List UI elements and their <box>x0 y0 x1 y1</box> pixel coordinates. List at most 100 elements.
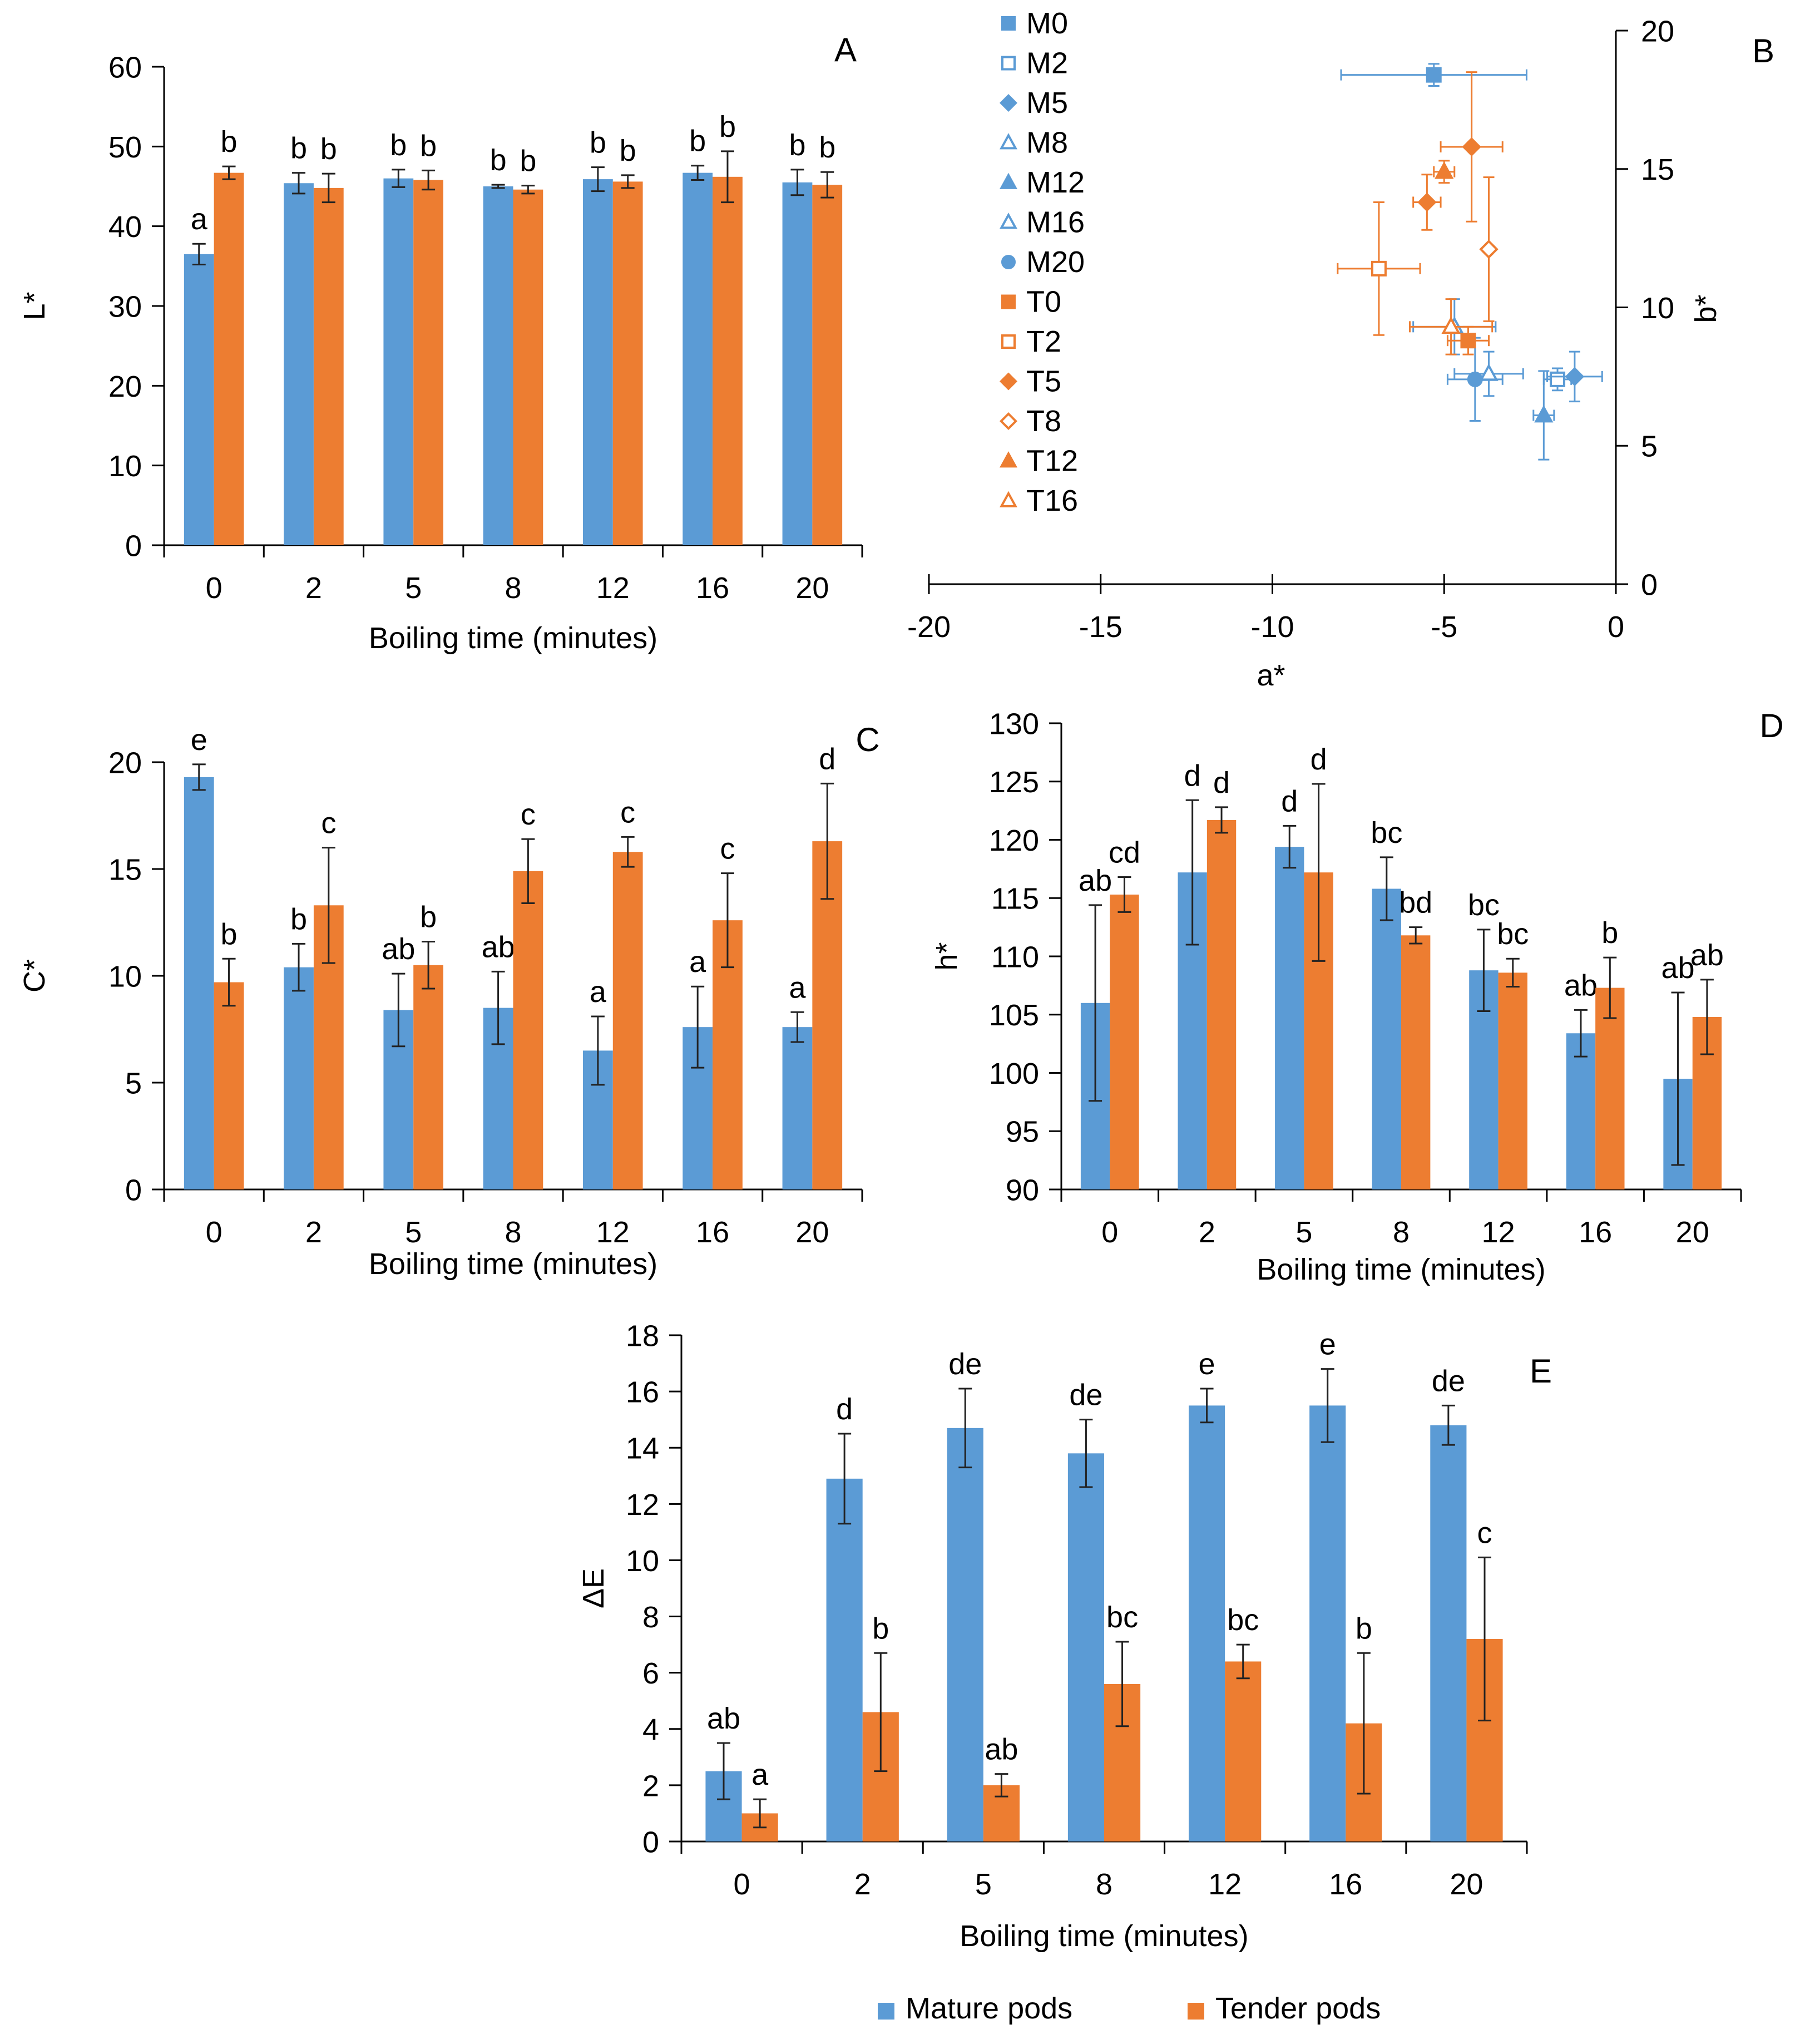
significance-label: c <box>321 807 336 840</box>
significance-label: b <box>620 134 636 167</box>
significance-label: c <box>521 798 536 831</box>
legend-label-t16: T16 <box>1026 484 1078 517</box>
significance-label: bc <box>1371 816 1402 850</box>
legend-label-m20: M20 <box>1026 245 1085 279</box>
legend-swatch-tender <box>1188 2003 1204 2020</box>
significance-label: b <box>1356 1612 1372 1645</box>
x-tick-label: -10 <box>1250 610 1294 644</box>
y-axis-title: ΔE <box>577 1568 610 1608</box>
point-t5 <box>1462 137 1481 157</box>
point-m12 <box>1534 404 1554 423</box>
y-tick-label: 20 <box>108 370 142 403</box>
mature-bar <box>826 1478 863 1841</box>
y-tick-label: 0 <box>642 1825 659 1859</box>
y-tick-label: 10 <box>1641 292 1674 325</box>
legend-marker-m16 <box>999 213 1018 229</box>
significance-label: b <box>719 110 736 144</box>
y-axis-title: C* <box>18 959 51 993</box>
x-tick-label: 0 <box>1101 1216 1118 1249</box>
y-tick-label: 0 <box>125 529 142 562</box>
mature-bar <box>1275 847 1304 1189</box>
significance-label: ab <box>482 930 515 964</box>
x-tick-label: 2 <box>854 1868 871 1901</box>
y-tick-label: 10 <box>108 450 142 483</box>
significance-label: d <box>1311 743 1327 776</box>
y-axis-title: b* <box>1689 294 1723 323</box>
mature-bar <box>1067 1453 1104 1841</box>
tender-bar <box>513 189 543 545</box>
mature-bar <box>284 183 314 545</box>
panel-e-delta-e-chart: 024681012141618aba0db2deab5debc8ebc12eb1… <box>577 1319 1552 1953</box>
significance-label: c <box>1477 1516 1492 1549</box>
significance-label: ab <box>707 1702 740 1735</box>
significance-label: b <box>689 125 706 158</box>
legend-label-t12: T12 <box>1026 445 1078 478</box>
significance-label: b <box>221 917 238 951</box>
y-tick-label: 95 <box>1006 1115 1039 1149</box>
panel-label: D <box>1759 707 1783 744</box>
point-t8 <box>1479 239 1499 259</box>
y-tick-label: 40 <box>108 210 142 244</box>
tender-bar <box>713 176 743 545</box>
x-axis-title: a* <box>1257 659 1285 692</box>
significance-label: b <box>590 126 606 160</box>
y-tick-label: 4 <box>642 1713 659 1746</box>
mature-bar <box>383 178 414 546</box>
y-axis-title: L* <box>18 292 51 320</box>
significance-label: b <box>789 129 805 162</box>
significance-label: b <box>872 1612 889 1645</box>
significance-label: b <box>290 132 307 165</box>
y-tick-label: 16 <box>626 1376 659 1409</box>
y-tick-label: 5 <box>125 1067 142 1100</box>
y-tick-label: 60 <box>108 51 142 84</box>
x-tick-label: 8 <box>1096 1868 1112 1901</box>
x-tick-label: 0 <box>734 1868 750 1901</box>
point-m8 <box>1479 363 1499 381</box>
x-axis-title: Boiling time (minutes) <box>369 1247 657 1281</box>
significance-label: d <box>836 1393 853 1426</box>
significance-label: c <box>620 796 635 829</box>
y-tick-label: 90 <box>1006 1173 1039 1207</box>
significance-label: e <box>1199 1347 1215 1381</box>
legend-marker-m0 <box>1001 16 1016 31</box>
mature-bar <box>1566 1033 1596 1189</box>
legend-label-t2: T2 <box>1026 325 1061 358</box>
panel-b-ab-scatter-chart: -20 -15 -10 -5 00 5 10 15 20 a* b* B M0 M2 M5 M8 M12 M16 M… <box>907 7 1774 692</box>
point-m0 <box>1426 67 1442 83</box>
y-tick-label: 30 <box>108 290 142 323</box>
x-axis-title: Boiling time (minutes) <box>1257 1253 1545 1286</box>
significance-label: de <box>1069 1379 1102 1412</box>
mature-bar <box>782 1027 813 1189</box>
y-tick-label: 2 <box>642 1769 659 1803</box>
y-tick-label: 18 <box>626 1319 659 1352</box>
x-tick-label: 16 <box>696 1216 729 1249</box>
y-tick-label: 14 <box>626 1432 659 1465</box>
tender-bar <box>313 187 344 545</box>
mature-bar <box>1189 1405 1225 1841</box>
y-tick-label: 10 <box>108 960 142 993</box>
point-t2 <box>1371 260 1387 277</box>
legend-label-m12: M12 <box>1026 166 1085 199</box>
y-tick-label: 20 <box>1641 14 1674 48</box>
y-tick-label: 12 <box>626 1488 659 1522</box>
significance-label: bc <box>1227 1603 1259 1637</box>
tender-bar <box>1225 1661 1262 1841</box>
tender-bar <box>1401 935 1431 1189</box>
mature-bar <box>1309 1405 1346 1841</box>
tender-bar <box>1206 819 1237 1189</box>
tender-bar <box>1498 972 1527 1189</box>
x-tick-label: 16 <box>1579 1216 1612 1249</box>
x-tick-label: 12 <box>1208 1868 1242 1901</box>
point-m20 <box>1467 371 1483 387</box>
legend-marker-m2 <box>1001 56 1016 71</box>
x-tick-label: 12 <box>1482 1216 1515 1249</box>
x-tick-label: 5 <box>1295 1216 1312 1249</box>
mature-bar <box>483 186 513 545</box>
significance-label: b <box>221 125 238 159</box>
significance-label: b <box>290 902 307 936</box>
x-tick-label: 5 <box>975 1868 992 1901</box>
x-tick-label: -5 <box>1431 610 1457 644</box>
significance-label: e <box>191 723 207 757</box>
significance-label: ab <box>1690 939 1724 972</box>
significance-label: b <box>520 145 536 178</box>
